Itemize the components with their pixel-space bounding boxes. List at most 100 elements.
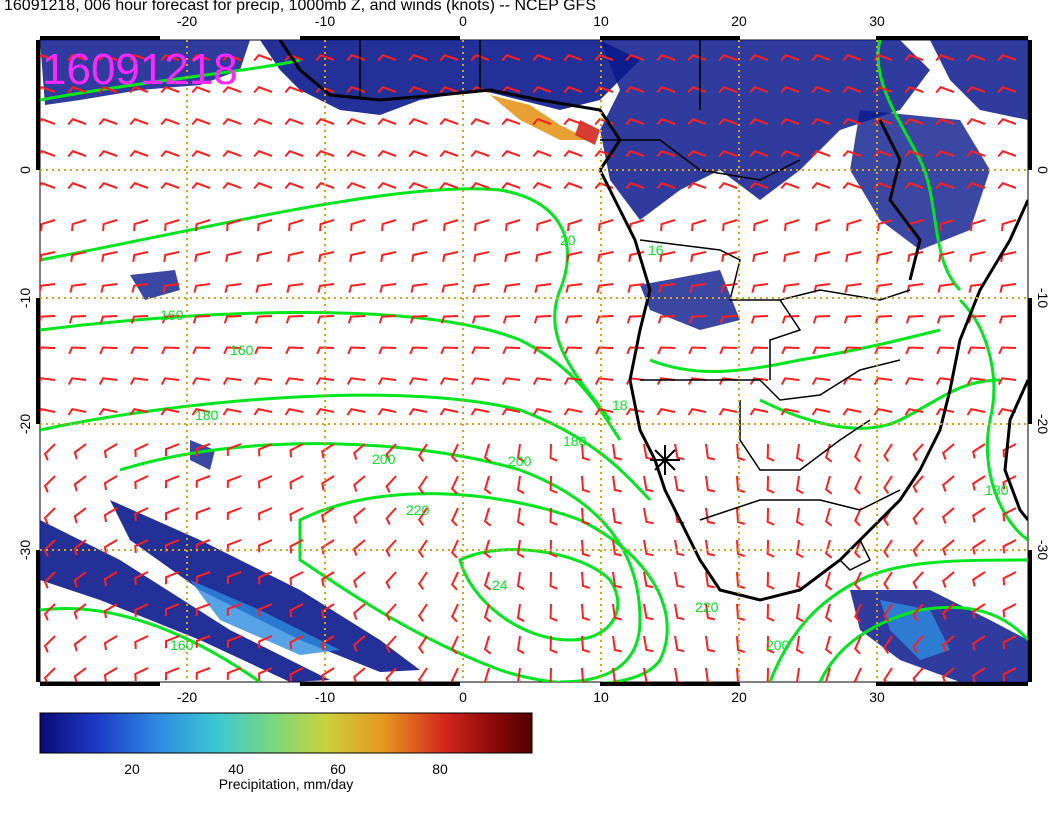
colorbar-label: Precipitation, mm/day	[218, 776, 354, 792]
wind-barb	[380, 251, 397, 263]
wind-barb	[408, 407, 428, 416]
wind-barb	[942, 635, 955, 652]
wind-barb	[191, 407, 211, 416]
wind-barb	[1002, 571, 1017, 586]
wind-barb	[625, 54, 645, 62]
wind-barb	[811, 150, 831, 158]
wind-barb	[532, 377, 552, 385]
wind-barb	[795, 539, 804, 559]
wind-barb	[321, 667, 335, 682]
wind-barb	[439, 86, 459, 94]
wind-barb	[780, 86, 800, 94]
wind-barb	[222, 182, 242, 190]
wind-barb	[643, 603, 654, 621]
wind-barb	[470, 118, 490, 126]
contour-label: 220	[695, 599, 719, 615]
wind-barb	[226, 667, 242, 680]
wind-barb	[129, 118, 149, 126]
wind-barb	[719, 315, 738, 324]
wind-barb	[385, 507, 397, 526]
wind-barb	[160, 407, 180, 416]
wind-barb	[718, 86, 738, 94]
wind-barb	[161, 346, 180, 355]
wind-barb	[165, 475, 180, 489]
wind-barb	[1002, 443, 1017, 458]
wind-barb	[687, 118, 707, 126]
wind-barb	[450, 603, 459, 623]
wind-barb	[102, 219, 118, 232]
wind-barb	[750, 346, 769, 355]
wind-barb	[532, 86, 552, 94]
wind-barb	[705, 507, 715, 525]
wind-barb	[504, 251, 521, 263]
wind-barb	[873, 377, 893, 385]
wind-barb	[353, 667, 366, 682]
wind-barb	[535, 251, 552, 263]
wind-barb	[195, 571, 211, 584]
wind-barb	[349, 251, 366, 263]
wind-barb	[255, 283, 273, 293]
wind-barb	[972, 635, 986, 651]
left-lat-ticks: 0 -10 -20 -30	[17, 166, 33, 560]
wind-barb	[483, 603, 492, 623]
wind-barb	[472, 283, 490, 293]
wind-barb	[483, 443, 492, 463]
wind-barb	[321, 475, 335, 491]
wind-barb	[532, 118, 552, 126]
wind-barb	[625, 182, 645, 190]
wind-barb	[674, 635, 685, 653]
wind-barb	[718, 54, 738, 62]
wind-barb	[705, 475, 715, 493]
wind-barb	[690, 251, 707, 263]
wind-barb	[385, 475, 397, 494]
wind-barb	[319, 219, 335, 232]
wind-barb	[966, 54, 986, 62]
wind-barb	[972, 571, 986, 587]
wind-barb	[439, 377, 459, 385]
wind-barb	[442, 251, 459, 263]
lon-tick-label: -20	[177, 13, 197, 29]
wind-barb	[795, 635, 804, 655]
wind-barb	[815, 219, 831, 232]
wind-barb	[411, 251, 428, 263]
wind-barb	[516, 475, 525, 495]
lat-tick-label: -30	[17, 540, 33, 560]
wind-barb	[612, 603, 622, 621]
precip-band-1	[40, 520, 330, 682]
wind-barb	[43, 667, 56, 682]
wind-barb	[191, 86, 211, 94]
wind-barb	[657, 315, 676, 324]
wind-barb	[350, 219, 366, 232]
wind-barb	[288, 219, 304, 232]
wind-barb	[450, 667, 459, 682]
wind-barb	[253, 54, 273, 62]
lat-tick-label: 0	[17, 166, 33, 174]
wind-barb	[966, 182, 986, 190]
wind-barb	[784, 219, 800, 232]
wind-barb	[612, 443, 622, 461]
wind-barb	[549, 507, 558, 526]
wind-barb	[165, 667, 180, 681]
wind-barb	[253, 118, 273, 126]
wind-barb	[501, 54, 521, 62]
wind-barb	[516, 571, 525, 591]
wind-barb	[612, 475, 622, 493]
contour-label: 180	[985, 482, 1009, 498]
lon-tick-label: 0	[459, 13, 467, 29]
wind-barb	[284, 118, 304, 126]
wind-barb	[626, 315, 645, 324]
lat-tick-label: 0	[1035, 166, 1051, 174]
precip-south-east-core	[880, 600, 950, 660]
wind-barb	[67, 86, 87, 94]
wind-barb	[824, 475, 833, 495]
wind-barb	[503, 283, 521, 293]
wind-barb	[130, 315, 149, 324]
border-line	[838, 538, 872, 571]
wind-barb	[660, 219, 676, 232]
wind-barb	[67, 118, 87, 126]
wind-barb	[997, 86, 1017, 94]
contour-line	[40, 187, 612, 421]
wind-barb	[749, 377, 769, 385]
precip-band-2	[110, 500, 420, 672]
wind-barb	[69, 283, 87, 293]
